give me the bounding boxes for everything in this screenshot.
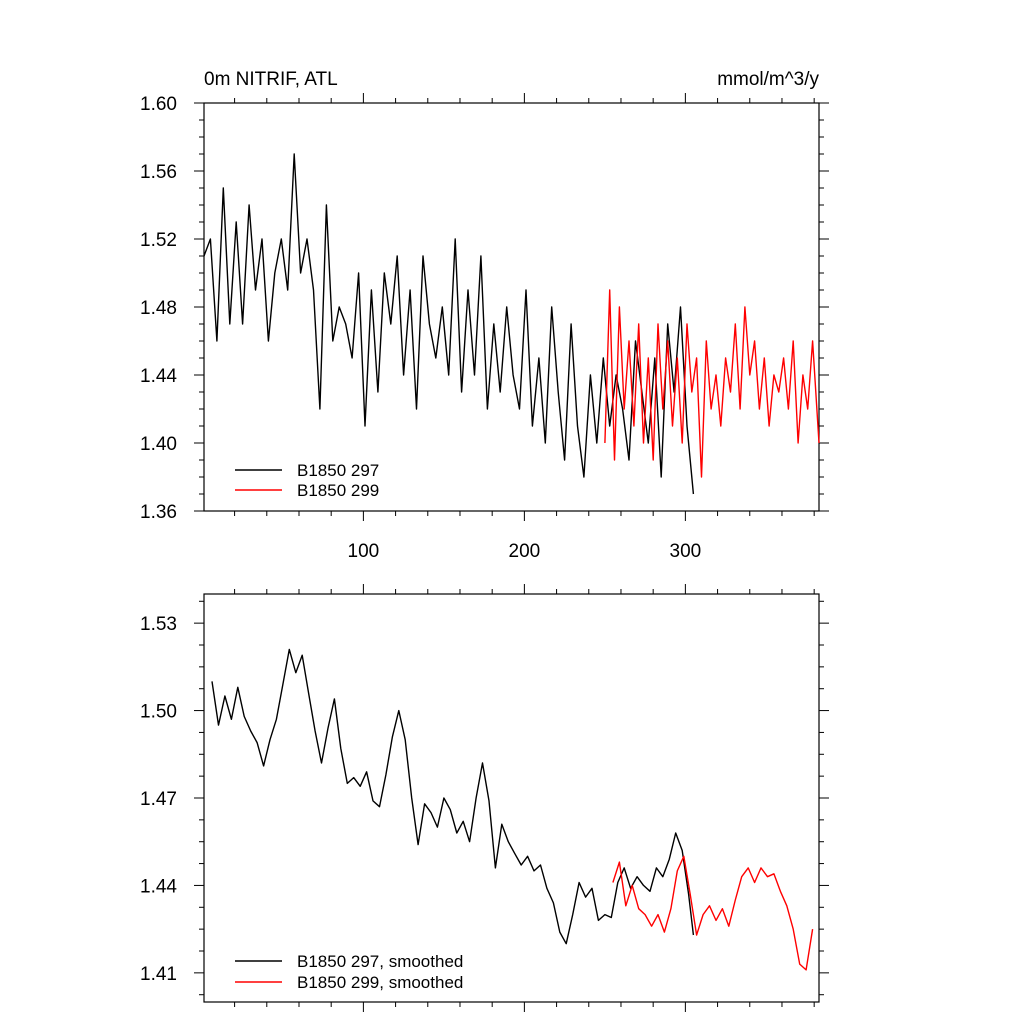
y-tick-label: 1.48 [140,298,177,319]
top-chart-units: mmol/m^3/y [717,69,819,90]
top-chart-title: 0m NITRIF, ATL [204,69,338,90]
bottom-legend: B1850 297, smoothed B1850 299, smoothed [235,952,463,992]
y-tick-label: 1.53 [140,614,177,635]
y-tick-label: 1.36 [140,502,177,523]
bottom-axes: 1.41 1.44 1.47 1.50 1.53 [140,584,829,1012]
y-tick-label: 1.50 [140,702,177,723]
series-line-b1850-297-smoothed [211,648,695,945]
y-tick-label: 1.60 [140,94,177,115]
x-tick-label: 200 [509,541,541,562]
series-line-b1850-297 [203,153,695,495]
y-tick-label: 1.41 [140,964,177,985]
y-tick-label: 1.44 [140,876,177,897]
bottom-plot-frame [203,593,820,1003]
top-series-lines [203,153,820,495]
legend-label-b1850-297: B1850 297 [297,461,379,480]
legend-label-b1850-299: B1850 299 [297,481,379,500]
legend-label-b1850-297-smoothed: B1850 297, smoothed [297,952,463,971]
y-tick-label: 1.40 [140,434,177,455]
y-tick-label: 1.47 [140,789,177,810]
x-tick-label: 100 [348,541,380,562]
y-tick-label: 1.44 [140,366,177,387]
top-panel: 0m NITRIF, ATL mmol/m^3/y 1.361.401.441.… [140,69,829,562]
legend-label-b1850-299-smoothed: B1850 299, smoothed [297,973,463,992]
y-tick-label: 1.52 [140,230,177,251]
series-line-b1850-299 [604,289,820,478]
bottom-series-lines [211,648,814,971]
top-axes: 1.36 1.40 1.44 1.48 1.52 1.56 1.60 100 200 300 [140,93,829,562]
x-tick-label: 300 [670,541,702,562]
series-line-b1850-299-smoothed [612,855,814,971]
top-plot-frame [203,102,820,512]
y-tick-label: 1.56 [140,162,177,183]
top-legend: B1850 297 B1850 299 [235,461,379,500]
bottom-panel: 1.41 1.44 1.47 1.50 1.53 B1850 297, smoothed… [140,584,829,1012]
